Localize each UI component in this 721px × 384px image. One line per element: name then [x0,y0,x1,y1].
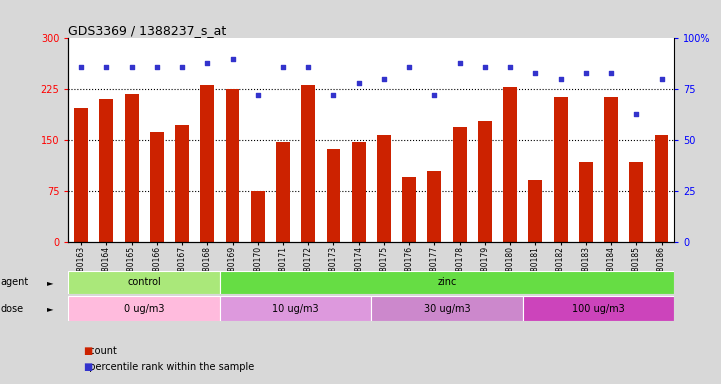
Bar [377,136,391,242]
Bar [74,108,88,242]
Point [378,76,389,82]
Point [605,70,616,76]
Point [101,64,112,70]
Bar [503,87,517,242]
Bar [629,162,643,242]
Bar [68,296,220,321]
Bar [251,191,265,242]
Bar [554,97,567,242]
Text: 30 ug/m3: 30 ug/m3 [424,303,470,314]
Text: ■: ■ [83,362,92,372]
Bar [655,136,668,242]
Text: 0 ug/m3: 0 ug/m3 [124,303,164,314]
Text: control: control [128,277,161,287]
Point [655,76,667,82]
Bar [125,94,138,242]
Point [555,76,567,82]
Point [479,64,490,70]
Text: GDS3369 / 1388237_s_at: GDS3369 / 1388237_s_at [68,24,226,37]
Bar [478,121,492,242]
Point [176,64,187,70]
Point [428,92,440,98]
Bar [371,296,523,321]
Point [505,64,516,70]
Text: ►: ► [47,304,54,313]
Point [226,56,238,62]
Text: dose: dose [1,303,24,314]
Bar [579,162,593,242]
Point [126,64,138,70]
Text: ■: ■ [83,346,92,356]
Bar [402,177,416,242]
Point [454,60,466,66]
Point [202,60,213,66]
Bar [226,89,239,242]
Point [252,92,264,98]
Point [151,64,163,70]
Bar [523,296,674,321]
Text: 100 ug/m3: 100 ug/m3 [572,303,625,314]
Bar [99,99,113,242]
Bar [453,127,466,242]
Text: 10 ug/m3: 10 ug/m3 [273,303,319,314]
Bar [175,124,189,242]
Point [580,70,591,76]
Bar [604,97,618,242]
Text: percentile rank within the sample: percentile rank within the sample [83,362,255,372]
Bar [200,84,214,242]
Point [529,70,541,76]
Bar [428,171,441,242]
Text: count: count [83,346,117,356]
Text: agent: agent [1,277,29,287]
Text: ►: ► [47,278,54,287]
Point [76,64,87,70]
Point [277,64,288,70]
Bar [220,271,674,294]
Bar [220,296,371,321]
Point [353,80,364,86]
Bar [327,149,340,242]
Bar [276,142,290,242]
Bar [352,142,366,242]
Bar [528,179,542,242]
Bar [301,84,315,242]
Point [303,64,314,70]
Bar [150,132,164,242]
Point [404,64,415,70]
Point [630,111,642,117]
Bar [68,271,220,294]
Point [327,92,339,98]
Text: zinc: zinc [438,277,456,287]
